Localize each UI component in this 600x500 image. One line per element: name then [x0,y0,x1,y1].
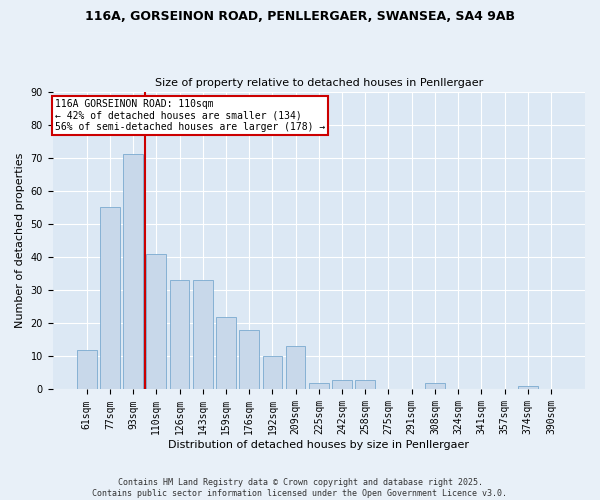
Bar [193,280,212,390]
Bar [100,208,120,390]
Bar [263,356,282,390]
Text: 116A, GORSEINON ROAD, PENLLERGAER, SWANSEA, SA4 9AB: 116A, GORSEINON ROAD, PENLLERGAER, SWANS… [85,10,515,23]
Bar [146,254,166,390]
Bar [123,154,143,390]
Bar [309,383,329,390]
Bar [216,316,236,390]
Text: Contains HM Land Registry data © Crown copyright and database right 2025.
Contai: Contains HM Land Registry data © Crown c… [92,478,508,498]
Text: 116A GORSEINON ROAD: 110sqm
← 42% of detached houses are smaller (134)
56% of se: 116A GORSEINON ROAD: 110sqm ← 42% of det… [55,99,326,132]
X-axis label: Distribution of detached houses by size in Penllergaer: Distribution of detached houses by size … [169,440,469,450]
Bar [77,350,97,390]
Title: Size of property relative to detached houses in Penllergaer: Size of property relative to detached ho… [155,78,483,88]
Bar [518,386,538,390]
Bar [332,380,352,390]
Bar [355,380,375,390]
Bar [239,330,259,390]
Bar [170,280,190,390]
Y-axis label: Number of detached properties: Number of detached properties [15,153,25,328]
Bar [425,383,445,390]
Bar [286,346,305,390]
